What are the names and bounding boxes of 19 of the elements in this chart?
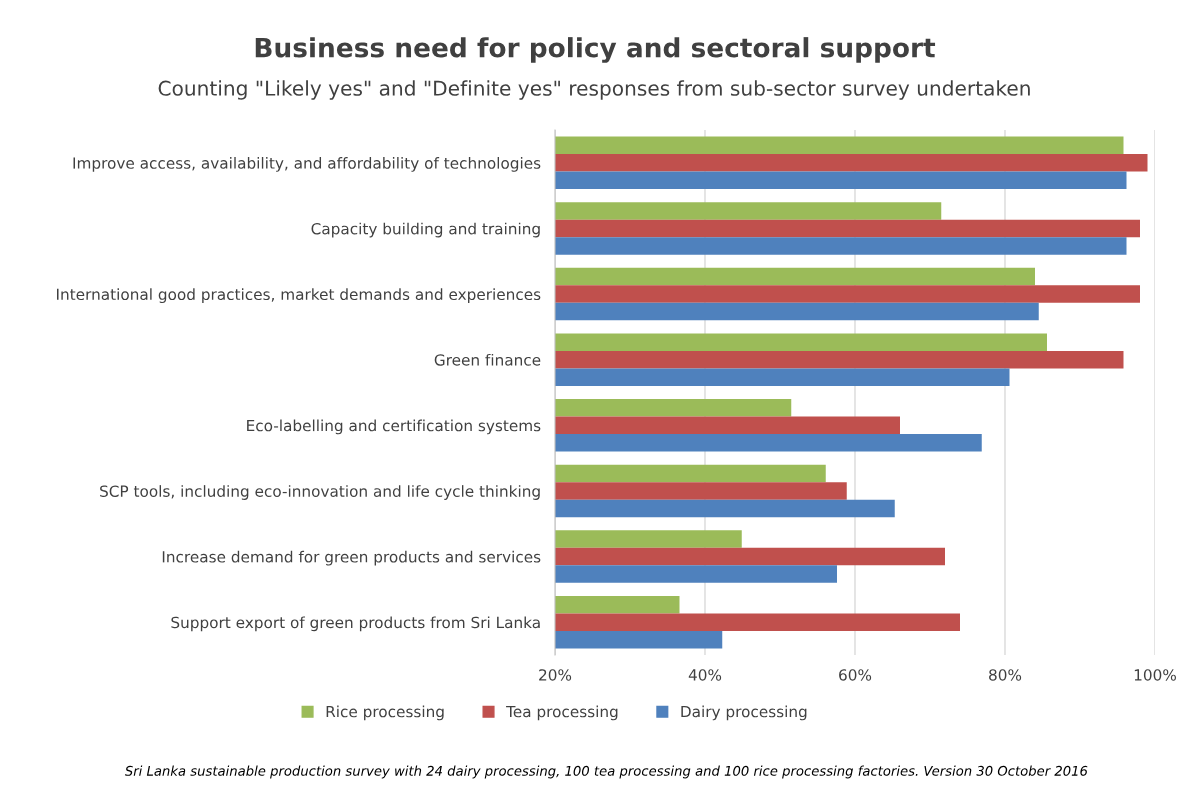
y-tick-label: Support export of green products from Sri Lanka — [171, 616, 540, 632]
chart-title: Business need for policy and sectoral support — [255, 37, 936, 63]
x-tick-label: 100% — [1134, 669, 1176, 681]
legend-label: Dairy processing — [681, 705, 807, 721]
y-tick-label: SCP tools, including eco-innovation and life cycle thinking — [100, 485, 540, 500]
chart-subtitle: Counting "Likely yes" and "Definite yes" responses from sub-sector survey undertaken — [158, 80, 1030, 100]
x-tick-label: 20% — [539, 669, 572, 681]
x-tick-label: 60% — [839, 669, 872, 681]
y-tick-label: Capacity building and training — [311, 222, 540, 238]
y-tick-label: Green finance — [434, 353, 541, 366]
y-tick-label: Eco-labelling and certification systems — [247, 419, 541, 435]
y-tick-label: Improve access, availability, and affordability of technologies — [73, 157, 541, 172]
legend-label: Tea processing — [506, 705, 618, 721]
legend-label: Rice processing — [326, 705, 444, 721]
x-tick-label: 80% — [989, 669, 1022, 681]
x-tick-label: 40% — [688, 669, 722, 681]
y-tick-label: Increase demand for green products and services — [162, 550, 541, 566]
text: Sri Lanka sustainable production survey with 24 dairy processing, 100 tea processing and 100 rice processing factories. Version 30 October 2016 — [124, 765, 1088, 779]
y-tick-label: International good practices, market demands and experiences — [57, 288, 541, 304]
